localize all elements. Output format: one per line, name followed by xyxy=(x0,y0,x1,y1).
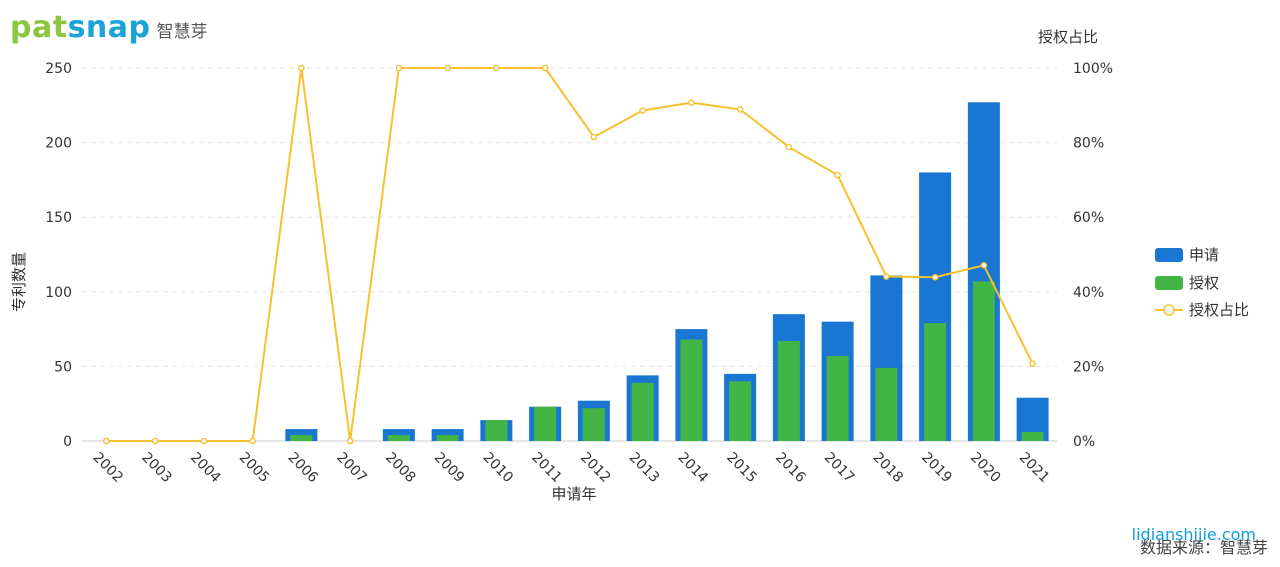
x-tick-label: 2007 xyxy=(333,450,370,487)
ratio-point xyxy=(736,106,744,113)
bar-grant xyxy=(680,339,703,441)
bar-grant xyxy=(1021,432,1044,441)
logo-subtitle: 智慧芽 xyxy=(156,22,208,42)
bar-grant xyxy=(631,382,654,441)
x-tick-label: 2011 xyxy=(528,450,565,487)
legend-label-apply: 申请 xyxy=(1189,246,1219,264)
x-tick-label: 2013 xyxy=(626,450,663,487)
bar-apply xyxy=(382,429,415,441)
y-tick-label: 0 xyxy=(63,434,72,450)
ratio-point xyxy=(1029,360,1036,368)
x-tick-label: 2005 xyxy=(236,450,273,487)
x-tick-label: 2020 xyxy=(967,450,1004,487)
x-tick-label: 2015 xyxy=(723,450,760,487)
y2-tick-label: 100% xyxy=(1073,61,1113,77)
ratio-point xyxy=(493,64,500,72)
watermark: lidianshijie.com xyxy=(1131,525,1256,544)
ratio-point xyxy=(298,64,305,72)
ratio-point xyxy=(151,437,159,445)
x-tick-label: 2004 xyxy=(187,450,224,487)
bar-grant xyxy=(485,420,508,441)
bar-grant xyxy=(972,281,995,441)
bar-grant xyxy=(534,406,557,441)
ratio-point xyxy=(541,64,549,72)
source-note: 数据来源：智慧芽 xyxy=(1139,538,1268,557)
legend-swatch-apply xyxy=(1155,248,1183,262)
ratio-point xyxy=(346,437,354,445)
ratio-line xyxy=(106,67,1034,442)
x-tick-label: 2019 xyxy=(918,450,955,487)
y-tick-label: 100 xyxy=(45,285,72,301)
x-tick-label: 2021 xyxy=(1016,450,1053,487)
x-tick-label: 2003 xyxy=(138,450,175,487)
ratio-point xyxy=(883,273,890,280)
ratio-point xyxy=(980,262,988,269)
x-tick-label: 2012 xyxy=(577,450,614,487)
y2-tick-label: 0% xyxy=(1073,434,1095,450)
ratio-point xyxy=(785,143,793,151)
ratio-point xyxy=(200,437,208,445)
bar-grant xyxy=(290,435,313,441)
x-tick-label: 2014 xyxy=(675,450,712,487)
legend-label-grant: 授权 xyxy=(1189,274,1219,292)
x-tick-label: 2002 xyxy=(90,450,127,487)
y-tick-label: 150 xyxy=(45,210,72,226)
logo-word: patsnap xyxy=(10,10,151,45)
bar-grant xyxy=(729,381,752,441)
y2-tick-label: 20% xyxy=(1073,359,1104,375)
x-tick-label: 2017 xyxy=(821,450,858,487)
ratio-point xyxy=(395,64,403,72)
ratio-point xyxy=(103,437,110,445)
x-tick-label: 2008 xyxy=(382,450,419,487)
x-tick-label: 2009 xyxy=(431,450,468,487)
legend-swatch-ratio-point xyxy=(1163,304,1175,316)
x-tick-label: 2006 xyxy=(285,450,322,487)
bar-grant xyxy=(387,435,410,441)
ratio-point xyxy=(444,64,451,72)
y-tick-label: 200 xyxy=(45,136,72,152)
ratio-point xyxy=(931,273,939,281)
y-tick-label: 50 xyxy=(54,359,72,375)
legend-swatch-grant xyxy=(1155,276,1183,290)
ratio-point xyxy=(590,133,598,141)
y2-tick-label: 80% xyxy=(1073,136,1104,152)
bar-grant xyxy=(924,323,947,441)
ratio-point xyxy=(688,99,695,106)
y-tick-label: 250 xyxy=(45,61,72,77)
y2-tick-label: 60% xyxy=(1073,210,1104,226)
bar-grant xyxy=(826,355,849,441)
ratio-point xyxy=(834,171,841,179)
x-axis-title: 申请年 xyxy=(551,485,596,503)
y2-axis-title: 授权占比 xyxy=(1038,28,1098,46)
bar-apply xyxy=(285,429,318,441)
bar-grant xyxy=(436,435,459,441)
ratio-point xyxy=(639,107,646,114)
bar-grant xyxy=(875,367,898,441)
bar-apply xyxy=(431,429,464,441)
ratio-point xyxy=(249,437,256,445)
y-axis-title: 专利数量 xyxy=(10,252,28,312)
bar-grant xyxy=(582,408,605,441)
x-tick-label: 2016 xyxy=(772,450,809,487)
x-tick-label: 2010 xyxy=(480,450,517,487)
bar-grant xyxy=(777,341,800,441)
y2-tick-label: 40% xyxy=(1073,285,1104,301)
legend-label-ratio: 授权占比 xyxy=(1189,301,1249,319)
patsnap-logo: patsnap 智慧芽 xyxy=(10,10,208,45)
x-tick-label: 2018 xyxy=(870,450,907,487)
